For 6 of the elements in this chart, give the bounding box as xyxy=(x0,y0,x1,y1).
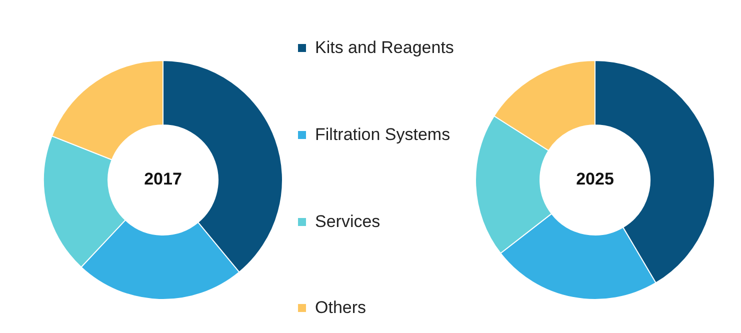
legend-label: Services xyxy=(314,212,380,232)
legend-label: Filtration Systems xyxy=(314,125,450,145)
slice-label: 2025 xyxy=(576,170,614,189)
slice-label: 2017 xyxy=(144,170,182,189)
legend-label: Kits and Reagents xyxy=(314,38,454,58)
legend-label: Others xyxy=(314,298,366,318)
